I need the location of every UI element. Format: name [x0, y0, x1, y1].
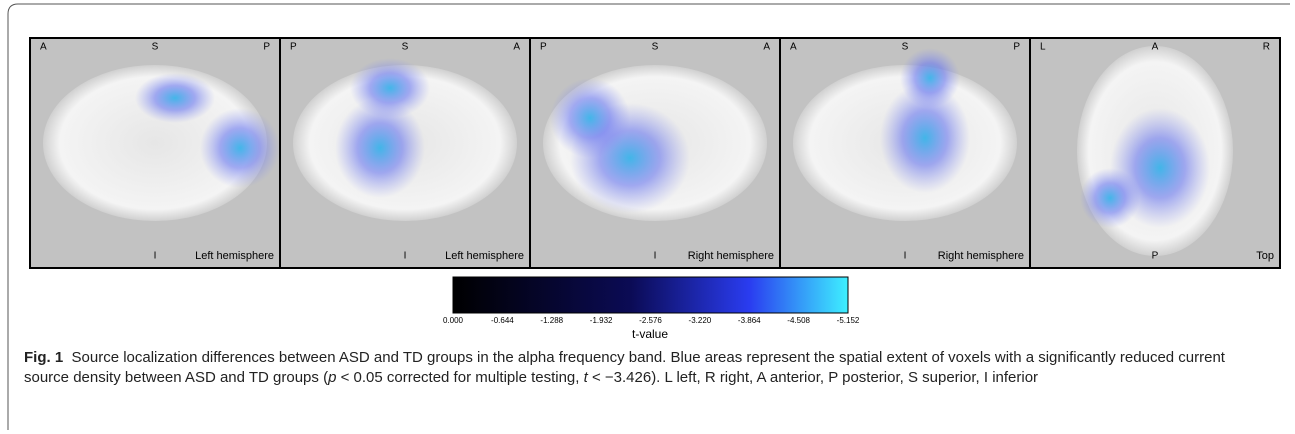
colorbar-tick-label: -3.220	[689, 316, 712, 325]
colorbar-tick-label: -4.508	[787, 316, 810, 325]
orientation-label: A	[40, 42, 47, 53]
activation	[1080, 168, 1140, 228]
orientation-label: A	[1152, 42, 1159, 53]
orientation-label: L	[1040, 42, 1046, 53]
colorbar-tick-label: -5.152	[837, 316, 860, 325]
colorbar-tick-label: -1.932	[590, 316, 613, 325]
orientation-label: R	[1263, 42, 1270, 53]
colorbar-tick-label: -2.576	[639, 316, 662, 325]
orientation-label: I	[654, 251, 657, 262]
activation	[550, 78, 630, 158]
caption-italic: p	[328, 369, 337, 386]
view-label: Left hemisphere	[445, 250, 524, 262]
colorbar-tick-label: 0.000	[443, 316, 464, 325]
orientation-label: P	[540, 42, 547, 53]
orientation-label: S	[402, 42, 409, 53]
caption: Fig. 1 Source localization differences b…	[24, 348, 1274, 388]
orientation-label: S	[152, 42, 159, 53]
view-label: Left hemisphere	[195, 250, 274, 262]
orientation-label: A	[790, 42, 797, 53]
orientation-label: A	[763, 42, 770, 53]
orientation-label: A	[513, 42, 520, 53]
activation	[335, 98, 425, 198]
activation	[880, 83, 970, 193]
activation	[900, 48, 960, 108]
activation	[135, 73, 215, 123]
orientation-label: I	[904, 251, 907, 262]
view-label: Top	[1256, 250, 1274, 262]
colorbar-tick-label: -0.644	[491, 316, 514, 325]
frame	[7, 3, 1290, 430]
orientation-label: P	[290, 42, 297, 53]
colorbar-tick-label: -3.864	[738, 316, 761, 325]
orientation-label: P	[1013, 42, 1020, 53]
view-label: Right hemisphere	[938, 250, 1024, 262]
activation	[200, 108, 280, 188]
activation	[350, 58, 430, 118]
colorbar-tick-label: -1.288	[540, 316, 563, 325]
caption-italic: t	[583, 369, 588, 386]
orientation-label: I	[404, 251, 407, 262]
orientation-label: P	[263, 42, 270, 53]
orientation-label: S	[902, 42, 909, 53]
view-label: Right hemisphere	[688, 250, 774, 262]
orientation-label: S	[652, 42, 659, 53]
orientation-label: P	[1152, 251, 1159, 262]
caption-text: Source localization differences between …	[24, 349, 1225, 386]
orientation-label: I	[154, 251, 157, 262]
caption-label: Fig. 1	[24, 349, 64, 366]
colorbar	[452, 276, 849, 314]
colorbar-label: t-value	[632, 327, 668, 341]
caption-text: < −3.426). L left, R right, A anterior, …	[587, 369, 1039, 386]
caption-text: < 0.05 corrected for multiple testing,	[336, 369, 584, 386]
